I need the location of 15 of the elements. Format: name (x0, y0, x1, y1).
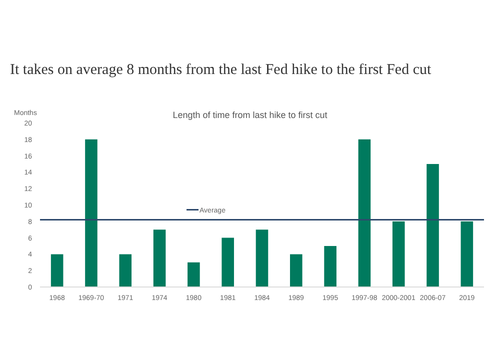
bar (153, 230, 166, 287)
bar (426, 164, 439, 287)
bar (50, 254, 64, 287)
chart-subtitle: Length of time from last hike to first cut (172, 110, 328, 120)
bar (290, 254, 302, 287)
bar (358, 139, 371, 287)
bar (324, 246, 336, 287)
chart-title: It takes on average 8 months from the last Fed hike to the first Fed cut (10, 62, 432, 79)
bar (392, 221, 405, 287)
bar (119, 254, 132, 287)
bar (85, 139, 98, 287)
bar (460, 221, 474, 287)
bar (256, 230, 268, 287)
bar (222, 238, 234, 287)
bar (188, 262, 200, 287)
